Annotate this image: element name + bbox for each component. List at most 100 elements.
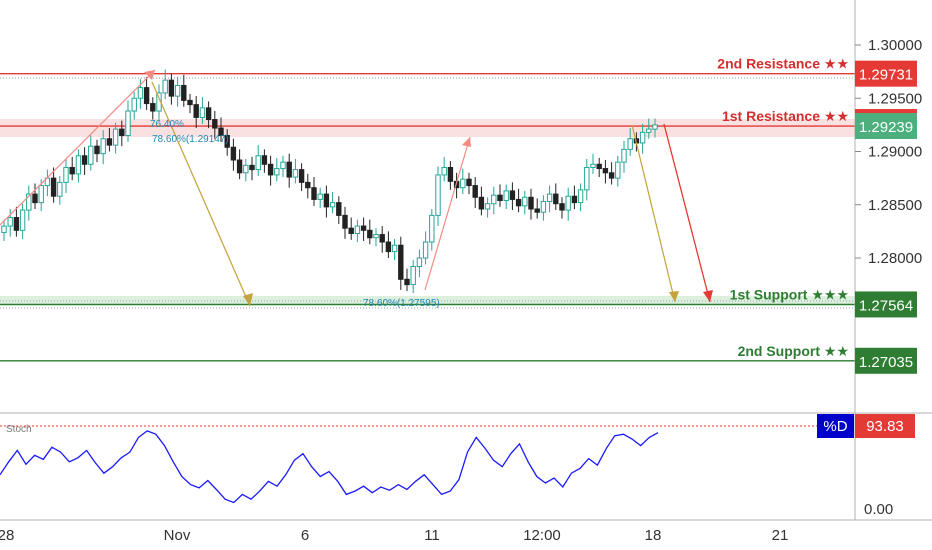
candle-body bbox=[298, 169, 305, 183]
projection-arrows bbox=[0, 69, 713, 307]
candle-body bbox=[63, 166, 69, 183]
candle-body bbox=[106, 138, 113, 146]
candle-body bbox=[7, 217, 13, 227]
candle-body bbox=[472, 185, 478, 198]
candle-body bbox=[398, 244, 404, 280]
arrowhead-red bbox=[703, 290, 713, 302]
candle-body bbox=[119, 128, 125, 137]
candle-body bbox=[373, 234, 379, 239]
price-pane[interactable]: 76.40% 78.60%(1.29147) 78.60%(1.27595) 2… bbox=[0, 56, 855, 362]
candle-body bbox=[212, 119, 218, 129]
candle-body bbox=[274, 168, 280, 176]
candle-body bbox=[441, 166, 447, 176]
candle-body bbox=[404, 278, 410, 286]
stoch-d-line bbox=[0, 430, 659, 504]
candle-body bbox=[466, 178, 472, 187]
stochastic-pane[interactable]: Stoch %D 93.83 0.00 bbox=[0, 414, 915, 518]
candle-body bbox=[19, 209, 26, 231]
candle-body bbox=[230, 146, 237, 161]
price-axis[interactable]: 1.30000 1.29500 1.29000 1.28500 1.28000 bbox=[855, 37, 922, 267]
candle-body bbox=[429, 214, 435, 243]
candle-body bbox=[559, 203, 565, 211]
candle-body bbox=[187, 99, 193, 106]
candle-body bbox=[13, 217, 20, 231]
candle-body bbox=[125, 110, 131, 137]
candle-body bbox=[391, 244, 398, 253]
candle-body bbox=[94, 145, 100, 155]
candle-body bbox=[255, 155, 261, 171]
candle-body bbox=[367, 229, 373, 239]
stoch-series-label: %D bbox=[823, 418, 847, 435]
level-label-1: 1st Resistance ★★ bbox=[722, 108, 849, 124]
candle-body bbox=[484, 203, 491, 210]
candle-body bbox=[571, 195, 578, 204]
candle-body bbox=[354, 225, 361, 235]
candle-body bbox=[652, 124, 658, 130]
candle-body bbox=[646, 128, 652, 133]
candle-body bbox=[447, 166, 454, 182]
candle-body bbox=[627, 138, 633, 150]
time-tick-label: 6 bbox=[301, 527, 309, 544]
candle-body bbox=[509, 190, 516, 200]
candle-body bbox=[546, 193, 553, 203]
candle-body bbox=[199, 107, 206, 118]
candle-body bbox=[596, 163, 602, 170]
candle-body bbox=[336, 202, 342, 216]
stoch-axis-tick: 0.00 bbox=[864, 501, 893, 518]
candle-body bbox=[218, 127, 224, 137]
projection-arrow-down-1 bbox=[151, 81, 251, 307]
candle-body bbox=[515, 198, 522, 207]
level-label-3: 2nd Support ★★ bbox=[738, 343, 849, 359]
support-zone bbox=[0, 296, 855, 306]
candle-body bbox=[602, 168, 609, 174]
candle-body bbox=[261, 155, 268, 165]
stoch-value: 93.83 bbox=[866, 418, 904, 435]
projection-arrow-down-2 bbox=[631, 124, 676, 303]
stoch-value-box bbox=[855, 414, 915, 438]
candle-body bbox=[1, 225, 7, 233]
candle-body bbox=[422, 241, 429, 259]
candle-body bbox=[131, 97, 137, 112]
time-tick-label: Nov bbox=[164, 527, 191, 544]
candle-body bbox=[360, 225, 367, 231]
time-axis[interactable]: 28 Nov 6 11 12:00 18 21 bbox=[0, 527, 788, 544]
candle-body bbox=[137, 87, 144, 99]
price-tick-label: 1.28500 bbox=[868, 197, 922, 214]
candle-body bbox=[292, 169, 299, 178]
level-box-3 bbox=[855, 347, 917, 374]
candle-body bbox=[88, 145, 94, 165]
candle-body bbox=[75, 155, 82, 175]
price-tick-label: 1.29500 bbox=[868, 90, 922, 107]
level-box-value-2: 1.27564 bbox=[859, 297, 913, 314]
time-tick-label: 28 bbox=[0, 527, 14, 544]
candle-body bbox=[38, 185, 44, 204]
fib-label-786-bottom: 78.60%(1.27595) bbox=[363, 298, 440, 309]
candle-body bbox=[32, 193, 38, 204]
projection-arrow-red bbox=[663, 123, 711, 303]
candle-body bbox=[193, 104, 199, 118]
time-tick-label: 12:00 bbox=[523, 527, 561, 544]
candle-body bbox=[57, 181, 63, 197]
candle-body bbox=[69, 166, 75, 175]
level-box-0 bbox=[855, 60, 917, 87]
candle-body bbox=[379, 234, 385, 243]
candle-body bbox=[528, 196, 534, 210]
level-label-0: 2nd Resistance ★★ bbox=[717, 56, 849, 72]
fib-label-786-top: 78.60%(1.29147) bbox=[152, 134, 229, 145]
level-box-1 bbox=[855, 113, 917, 140]
candle-body bbox=[416, 257, 423, 268]
arrowhead-up-1 bbox=[144, 70, 155, 80]
candle-body bbox=[584, 166, 590, 191]
fib-label-76: 76.40% bbox=[150, 119, 184, 130]
level-box-2 bbox=[855, 291, 917, 318]
candle-body bbox=[565, 195, 571, 211]
candle-body bbox=[329, 202, 336, 208]
candle-body bbox=[267, 163, 274, 176]
candle-body bbox=[615, 161, 621, 179]
time-tick-label: 11 bbox=[424, 527, 440, 544]
candle-body bbox=[385, 241, 392, 253]
price-tick-label: 1.30000 bbox=[868, 37, 922, 54]
candle-body bbox=[460, 178, 466, 189]
stoch-name-label: Stoch bbox=[6, 424, 32, 435]
